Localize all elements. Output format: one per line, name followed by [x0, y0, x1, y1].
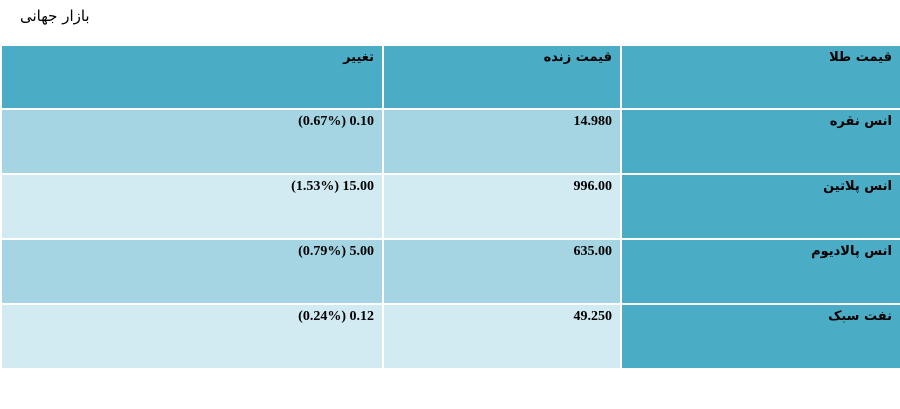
row-name: نفت سبک	[620, 303, 900, 370]
table-row: نفت سبک 49.250 0.12 (0.24%)	[0, 303, 900, 370]
row-price: 635.00	[382, 238, 622, 305]
page-title: بازار جهانی	[20, 7, 90, 25]
row-price: 49.250	[382, 303, 622, 370]
world-market-table: قیمت طلا قیمت زنده تغییر انس نقره 14.980…	[0, 44, 900, 370]
column-header-live-price: قیمت زنده	[382, 44, 622, 110]
row-name: انس پلاتین	[620, 173, 900, 240]
row-change: 15.00 (1.53%)	[0, 173, 384, 240]
table-row: انس پلاتین 996.00 15.00 (1.53%)	[0, 173, 900, 240]
column-header-gold-price: قیمت طلا	[620, 44, 900, 110]
column-header-change: تغییر	[0, 44, 384, 110]
table-header-row: قیمت طلا قیمت زنده تغییر	[0, 44, 900, 110]
row-name: انس نقره	[620, 108, 900, 175]
table-row: انس پالادیوم 635.00 5.00 (0.79%)	[0, 238, 900, 305]
row-change: 0.10 (0.67%)	[0, 108, 384, 175]
row-change: 5.00 (0.79%)	[0, 238, 384, 305]
table-row: انس نقره 14.980 0.10 (0.67%)	[0, 108, 900, 175]
row-name: انس پالادیوم	[620, 238, 900, 305]
row-price: 996.00	[382, 173, 622, 240]
row-change: 0.12 (0.24%)	[0, 303, 384, 370]
row-price: 14.980	[382, 108, 622, 175]
